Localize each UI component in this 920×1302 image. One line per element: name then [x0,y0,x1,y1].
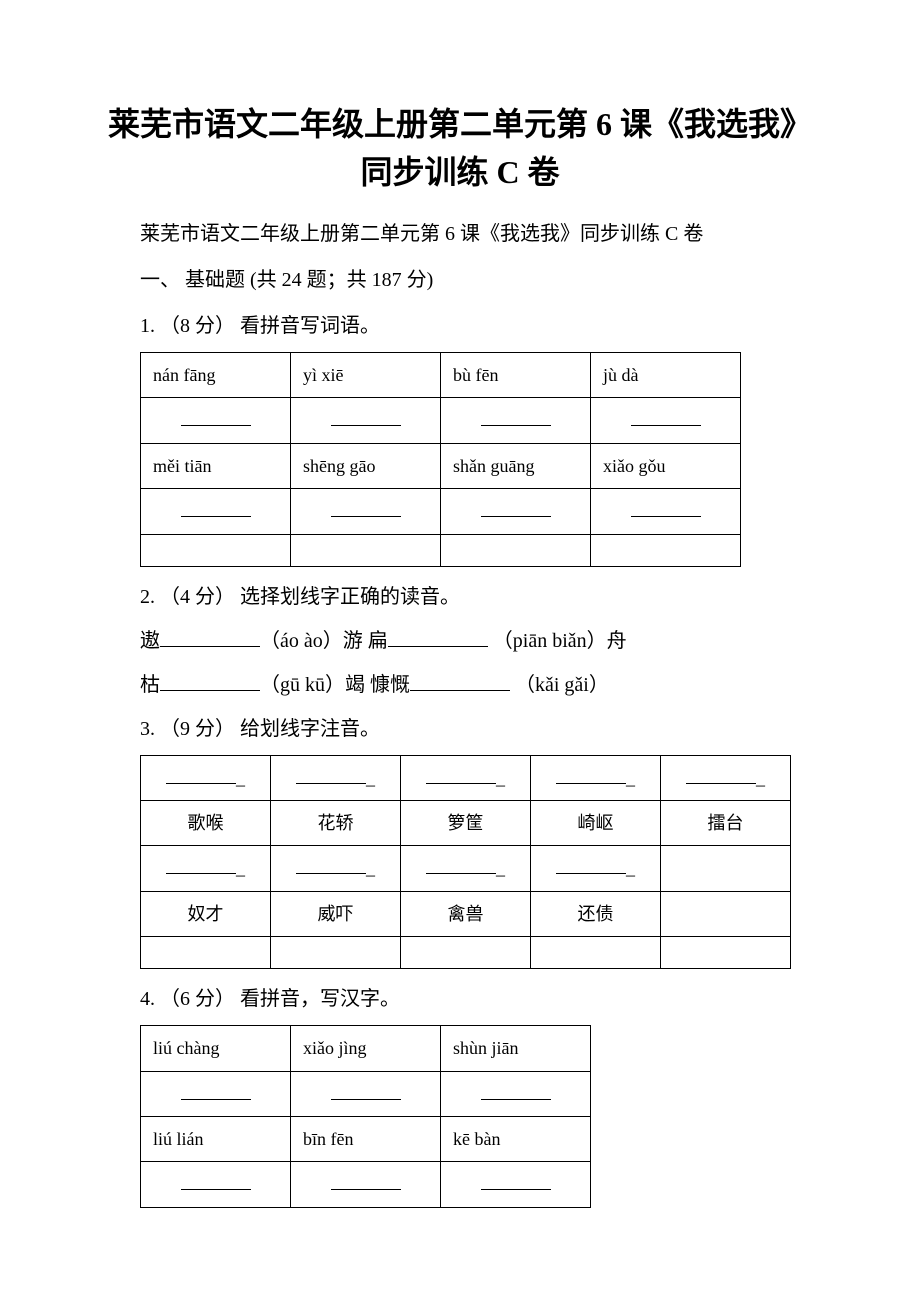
pinyin-cell: měi tiān [141,443,291,488]
answer-cell [591,398,741,443]
q2-line1: 遨 （áo ào）游 扁 （piān biǎn）舟 [100,623,820,659]
q2-text: （kǎi gǎi） [515,674,609,696]
table-row [141,398,741,443]
blank [160,671,260,691]
empty-cell [291,534,441,566]
pinyin-cell: yì xiē [291,353,441,398]
table-row [141,489,741,534]
pinyin-cell: liú lián [141,1116,291,1161]
answer-cell: _ [661,755,791,800]
q2-char: 枯 [140,674,160,696]
table-row: měi tiān shēng gāo shǎn guāng xiǎo gǒu [141,443,741,488]
empty-cell [141,937,271,969]
question-3: 3. （9 分） 给划线字注音。 [100,711,820,747]
answer-cell [591,489,741,534]
table-q4: liú chàng xiǎo jìng shùn jiān liú lián b… [140,1025,591,1208]
answer-cell: _ [141,755,271,800]
table-row [141,1162,591,1207]
empty-cell [141,534,291,566]
word-cell [661,891,791,936]
answer-cell: _ [401,755,531,800]
table-row [141,534,741,566]
pinyin-cell: bīn fēn [291,1116,441,1161]
answer-cell: _ [271,846,401,891]
word-cell: 歌喉 [141,800,271,845]
table-q1: nán fāng yì xiē bù fēn jù dà měi tiān sh… [140,352,741,567]
word-cell: 崎岖 [531,800,661,845]
empty-cell [591,534,741,566]
answer-cell [141,1071,291,1116]
pinyin-cell: bù fēn [441,353,591,398]
table-row: nán fāng yì xiē bù fēn jù dà [141,353,741,398]
answer-cell [441,489,591,534]
answer-cell: _ [531,755,661,800]
answer-cell: _ [141,846,271,891]
empty-cell [531,937,661,969]
pinyin-cell: nán fāng [141,353,291,398]
question-1: 1. （8 分） 看拼音写词语。 [100,308,820,344]
word-cell: 奴才 [141,891,271,936]
table-row: 奴才 威吓 禽兽 还债 [141,891,791,936]
answer-cell: _ [401,846,531,891]
answer-cell [291,489,441,534]
blank [388,627,488,647]
pinyin-cell: xiǎo gǒu [591,443,741,488]
pinyin-cell: shùn jiān [441,1026,591,1071]
answer-cell [441,1071,591,1116]
answer-cell: _ [271,755,401,800]
answer-cell [141,1162,291,1207]
q2-char: 遨 [140,630,160,652]
pinyin-cell: xiǎo jìng [291,1026,441,1071]
table-row: 歌喉 花轿 箩筐 崎岖 擂台 [141,800,791,845]
empty-cell [441,534,591,566]
blank [160,627,260,647]
q2-text: （piān biǎn）舟 [493,630,627,652]
answer-cell [291,1071,441,1116]
question-2: 2. （4 分） 选择划线字正确的读音。 [100,579,820,615]
table-row: liú lián bīn fēn kē bàn [141,1116,591,1161]
pinyin-cell: shǎn guāng [441,443,591,488]
pinyin-cell: shēng gāo [291,443,441,488]
pinyin-cell: jù dà [591,353,741,398]
word-cell: 威吓 [271,891,401,936]
pinyin-cell: liú chàng [141,1026,291,1071]
answer-cell [141,398,291,443]
word-cell: 禽兽 [401,891,531,936]
empty-cell [271,937,401,969]
word-cell: 箩筐 [401,800,531,845]
answer-cell [441,1162,591,1207]
answer-cell [441,398,591,443]
word-cell: 擂台 [661,800,791,845]
main-title: 莱芜市语文二年级上册第二单元第 6 课《我选我》同步训练 C 卷 [100,100,820,196]
section-header: 一、 基础题 (共 24 题；共 187 分) [100,262,820,298]
answer-cell [141,489,291,534]
q2-text: （áo ào）游 扁 [260,630,388,652]
table-row: _ _ _ _ _ [141,755,791,800]
pinyin-cell: kē bàn [441,1116,591,1161]
subtitle: 莱芜市语文二年级上册第二单元第 6 课《我选我》同步训练 C 卷 [100,216,820,252]
question-4: 4. （6 分） 看拼音，写汉字。 [100,981,820,1017]
blank [410,671,510,691]
table-row: _ _ _ _ [141,846,791,891]
table-row [141,937,791,969]
empty-cell [661,937,791,969]
table-q3: _ _ _ _ _ 歌喉 花轿 箩筐 崎岖 擂台 _ _ _ _ 奴才 威吓 禽… [140,755,791,970]
word-cell: 花轿 [271,800,401,845]
table-row [141,1071,591,1116]
table-row: liú chàng xiǎo jìng shùn jiān [141,1026,591,1071]
empty-cell [661,846,791,891]
answer-cell [291,1162,441,1207]
q2-line2: 枯 （gū kū）竭 慷慨 （kǎi gǎi） [100,667,820,703]
q2-text: （gū kū）竭 慷慨 [260,674,410,696]
empty-cell [401,937,531,969]
answer-cell [291,398,441,443]
answer-cell: _ [531,846,661,891]
word-cell: 还债 [531,891,661,936]
